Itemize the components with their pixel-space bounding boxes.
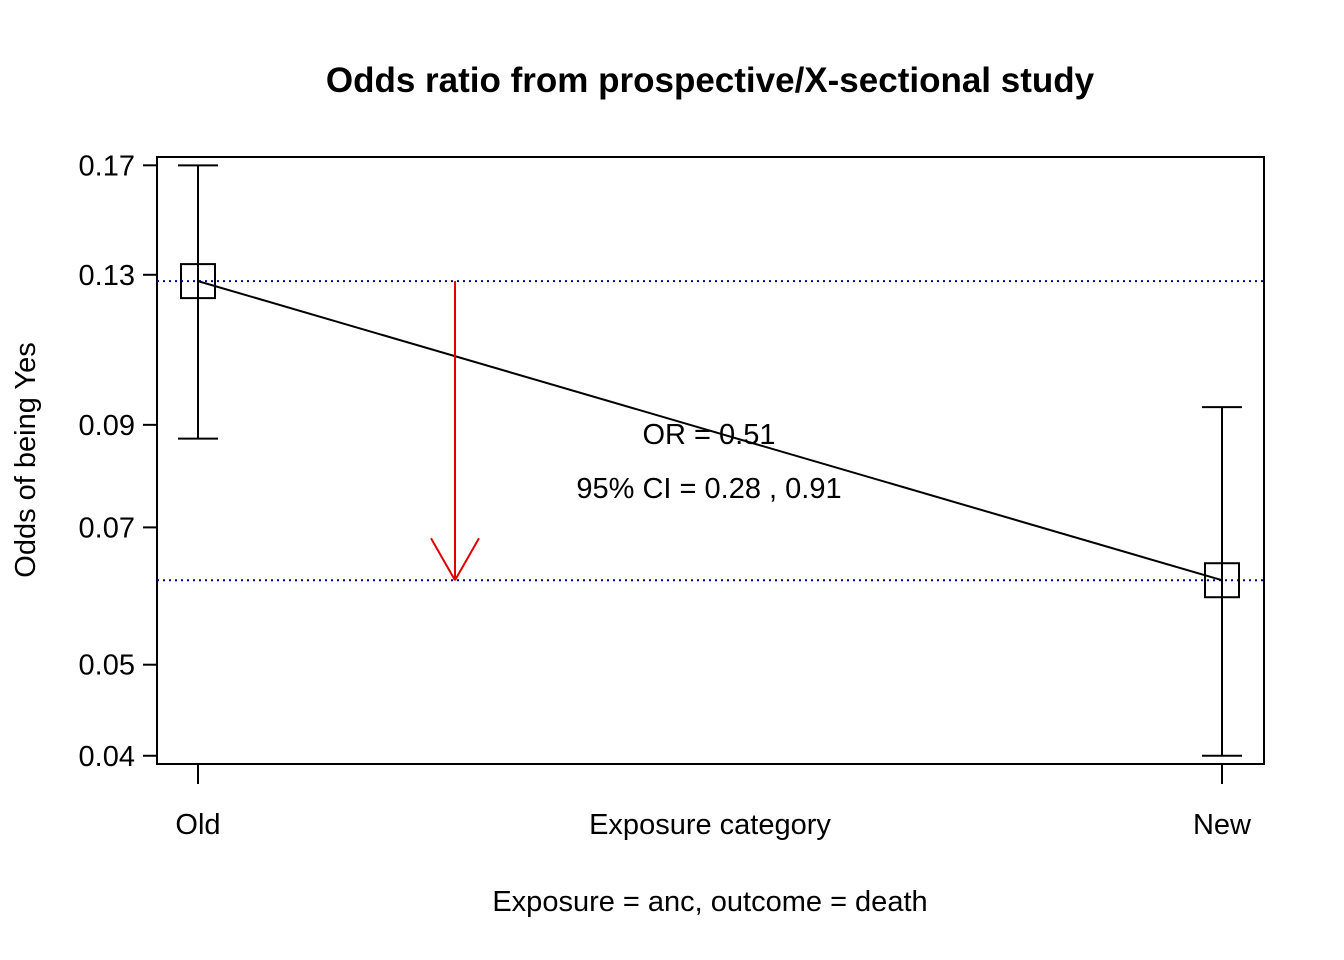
y-tick-label: 0.07 (79, 512, 135, 544)
y-axis-label: Odds of being Yes (10, 342, 42, 577)
ci-annotation: 95% CI = 0.28 , 0.91 (576, 473, 841, 505)
plot-frame (156, 156, 1265, 765)
or-annotation: OR = 0.51 (643, 419, 776, 451)
arrow-head-right (454, 537, 480, 581)
y-tick-label: 0.09 (79, 410, 135, 442)
y-tick-label: 0.04 (79, 741, 135, 773)
x-tick-label: Old (175, 809, 220, 841)
or-line (197, 280, 1223, 582)
x-axis-label: Exposure category (589, 809, 831, 841)
chart-title: Odds ratio from prospective/X-sectional … (326, 61, 1095, 100)
plot-layer: 0.04 0.05 0.07 0.09 0.13 0.17 Old New (79, 150, 1264, 841)
x-tick-label: New (1193, 809, 1252, 841)
arrow-head-left (430, 537, 456, 581)
y-tick-label: 0.17 (79, 150, 135, 182)
odds-point-marker (1204, 562, 1240, 599)
x-axis-subtitle: Exposure = anc, outcome = death (492, 886, 927, 918)
y-tick-label: 0.13 (79, 260, 135, 292)
odds-point-marker (180, 263, 216, 300)
y-tick-label: 0.05 (79, 650, 135, 682)
